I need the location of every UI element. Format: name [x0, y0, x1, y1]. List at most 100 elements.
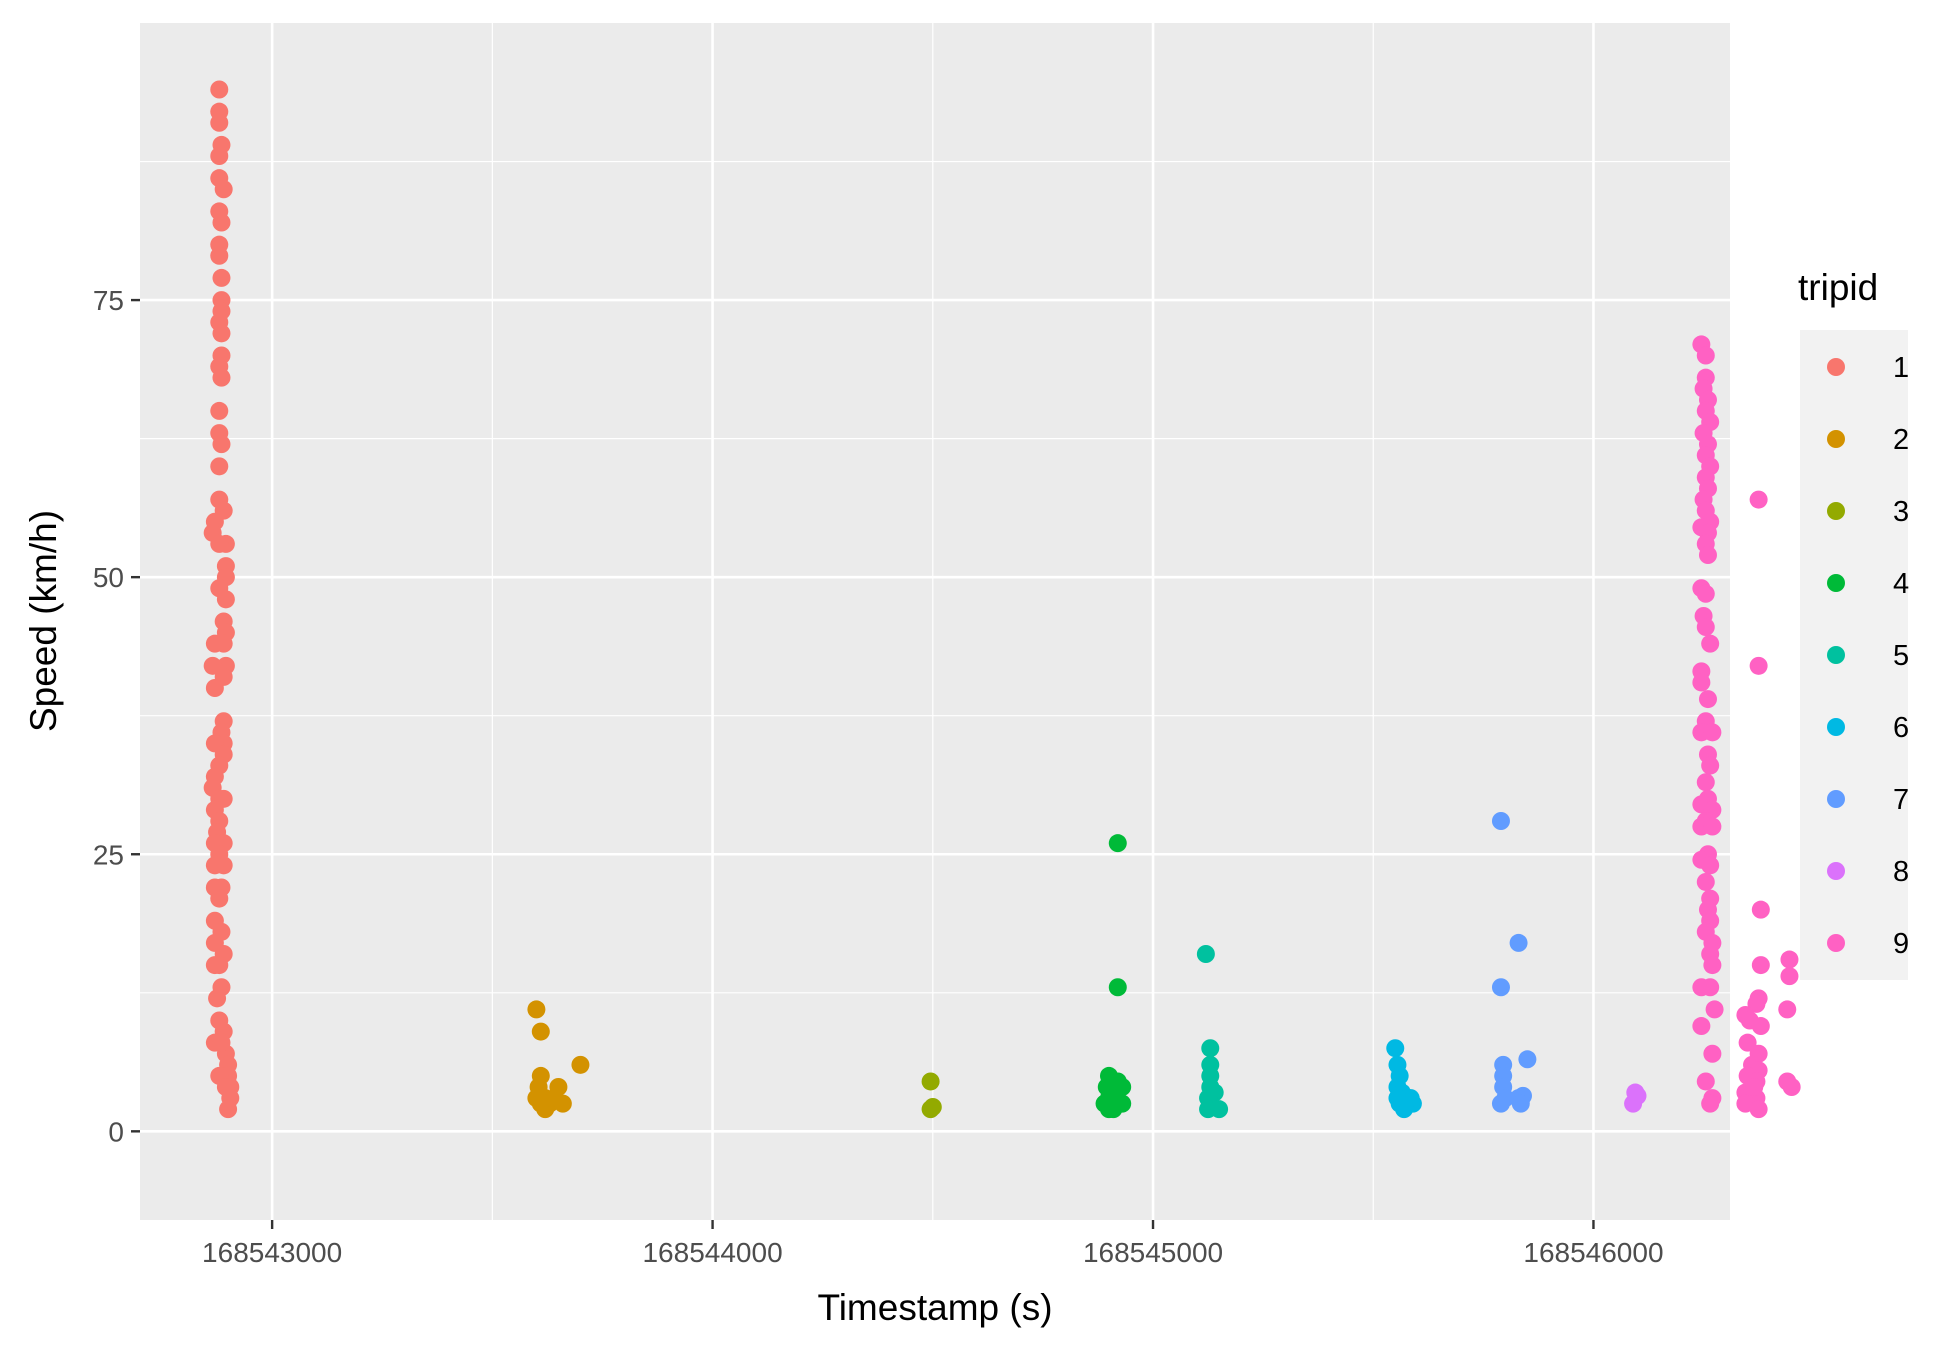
data-point	[210, 80, 229, 99]
data-point	[210, 401, 229, 420]
data-point	[1780, 967, 1799, 986]
data-point	[1698, 690, 1717, 709]
data-point	[1624, 1094, 1643, 1113]
data-point	[216, 590, 235, 609]
y-tick-label: 0	[108, 1116, 124, 1147]
legend-key-7	[1827, 790, 1845, 808]
legend-key-2	[1827, 430, 1845, 448]
data-point	[1696, 872, 1715, 891]
legend-key-4	[1827, 574, 1845, 592]
minor-gridlines	[140, 23, 1730, 1220]
data-point	[212, 213, 231, 232]
data-point	[208, 989, 227, 1008]
data-point	[1778, 1000, 1797, 1019]
legend-label-7: 7	[1893, 784, 1909, 816]
data-point	[553, 1094, 572, 1113]
x-axis: 168543000 168544000 168545000 168546000	[202, 1220, 1664, 1268]
data-point	[210, 246, 229, 265]
data-point	[212, 1033, 231, 1052]
data-point	[1210, 1100, 1229, 1119]
legend-items: 1 2 3 4 5 6 7 8 9	[1827, 352, 1909, 960]
data-point	[527, 1000, 546, 1019]
y-axis: 0 25 50 75	[93, 285, 140, 1147]
data-point	[921, 1072, 940, 1091]
legend-key-9	[1827, 934, 1845, 952]
data-point	[571, 1055, 590, 1074]
data-point	[1692, 1017, 1711, 1036]
data-point	[214, 180, 233, 199]
data-point	[216, 1078, 235, 1096]
legend-key-3	[1827, 502, 1845, 520]
series-2	[527, 1000, 590, 1119]
data-point	[1108, 978, 1127, 997]
data-point	[1491, 812, 1510, 830]
data-point	[212, 368, 231, 387]
data-point	[1386, 1039, 1405, 1058]
series-5	[1196, 945, 1229, 1119]
series-8	[1624, 1083, 1647, 1113]
legend-label-3: 3	[1893, 496, 1909, 528]
legend-title: tripid	[1798, 267, 1878, 308]
data-point	[1745, 1078, 1764, 1096]
data-point	[1491, 978, 1510, 997]
data-point	[1782, 1078, 1801, 1096]
plot-panel	[140, 23, 1730, 1220]
data-point	[205, 679, 224, 697]
data-point	[210, 113, 229, 132]
data-point	[205, 634, 224, 653]
data-point	[1696, 773, 1715, 792]
y-axis-title: Speed (km/h)	[23, 510, 64, 732]
data-point	[1201, 1078, 1220, 1096]
data-point	[1696, 584, 1715, 603]
data-points	[203, 80, 1801, 1119]
data-point	[1749, 490, 1768, 509]
data-point	[1698, 546, 1717, 564]
data-point	[1095, 1094, 1114, 1113]
data-point	[1749, 1100, 1768, 1119]
data-point	[1701, 1094, 1720, 1113]
x-tick-label: 168546000	[1523, 1237, 1663, 1268]
legend-key-1	[1827, 358, 1845, 376]
data-point	[210, 534, 229, 553]
data-point	[1388, 1089, 1407, 1108]
data-point	[1703, 956, 1722, 975]
data-point	[549, 1078, 568, 1096]
data-point	[1196, 945, 1215, 963]
data-point	[1692, 673, 1711, 692]
data-point	[1703, 1044, 1722, 1063]
data-point	[212, 268, 231, 287]
legend-key-background	[1800, 330, 1908, 980]
major-gridlines	[140, 23, 1730, 1220]
data-point	[212, 324, 231, 343]
legend: tripid 1 2 3 4 5 6 7 8 9	[1798, 267, 1909, 980]
data-point	[1738, 1033, 1757, 1052]
data-point	[1696, 618, 1715, 637]
data-point	[1201, 1039, 1220, 1058]
y-tick-label: 25	[93, 839, 124, 870]
data-point	[1705, 1000, 1724, 1019]
data-point	[210, 889, 229, 908]
data-point	[212, 435, 231, 454]
data-point	[203, 656, 222, 675]
data-point	[1108, 834, 1127, 853]
x-tick-label: 168544000	[642, 1237, 782, 1268]
y-tick-label: 50	[93, 562, 124, 593]
data-point	[1751, 1017, 1770, 1036]
legend-label-8: 8	[1893, 856, 1909, 888]
data-point	[1692, 978, 1711, 997]
series-7	[1491, 812, 1537, 1113]
data-point	[1401, 1089, 1420, 1108]
legend-label-4: 4	[1893, 568, 1909, 600]
data-point	[1701, 856, 1720, 875]
legend-key-5	[1827, 646, 1845, 664]
series-1	[203, 80, 240, 1119]
data-point	[531, 1022, 550, 1041]
data-point	[1747, 994, 1766, 1013]
data-point	[1751, 956, 1770, 975]
legend-key-6	[1827, 718, 1845, 736]
series-4	[1095, 834, 1132, 1119]
data-point	[1780, 950, 1799, 969]
data-point	[210, 147, 229, 165]
data-point	[1696, 1072, 1715, 1091]
